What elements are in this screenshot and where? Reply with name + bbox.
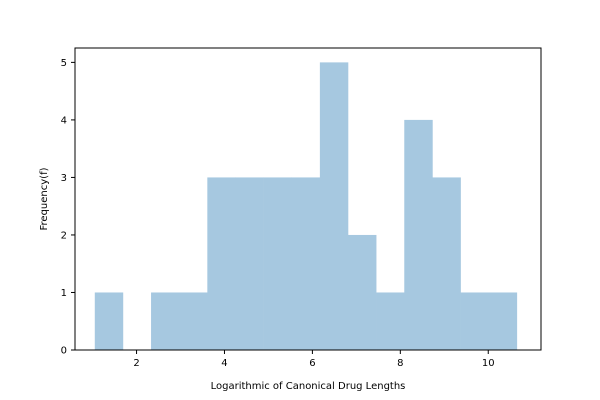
y-tick-label: 1 [61,288,67,299]
plot-frame [74,47,542,351]
histogram-bars [94,62,518,351]
x-axis: 2 4 6 8 10 [133,350,495,369]
y-tick-label: 5 [61,58,67,69]
y-tick-label: 0 [61,346,67,357]
histogram-bar [94,292,124,350]
y-axis: 0 1 2 3 4 5 [61,58,75,357]
histogram-bar [376,292,405,350]
x-tick-label: 8 [397,358,403,369]
y-tick-label: 4 [61,115,67,126]
histogram-bar [291,177,321,350]
y-axis-label: Frequency(f) [39,167,50,230]
histogram-bar [404,119,433,351]
histogram-bar [348,234,377,350]
x-tick-label: 10 [482,358,495,369]
x-tick-label: 2 [133,358,139,369]
histogram-bar [263,177,293,350]
y-tick-label: 3 [61,173,67,184]
x-axis-label: Logarithmic of Canonical Drug Lengths [211,381,406,392]
histogram-bar [460,292,489,350]
histogram-bar [151,292,180,350]
histogram-bar [207,177,236,350]
histogram-bar [488,292,518,350]
x-tick-label: 6 [309,358,315,369]
y-tick-label: 2 [61,230,67,241]
histogram-bar [319,62,349,350]
histogram-bar [432,177,461,350]
histogram-bar [235,177,264,350]
x-tick-label: 4 [221,358,227,369]
histogram-bar [179,292,208,350]
